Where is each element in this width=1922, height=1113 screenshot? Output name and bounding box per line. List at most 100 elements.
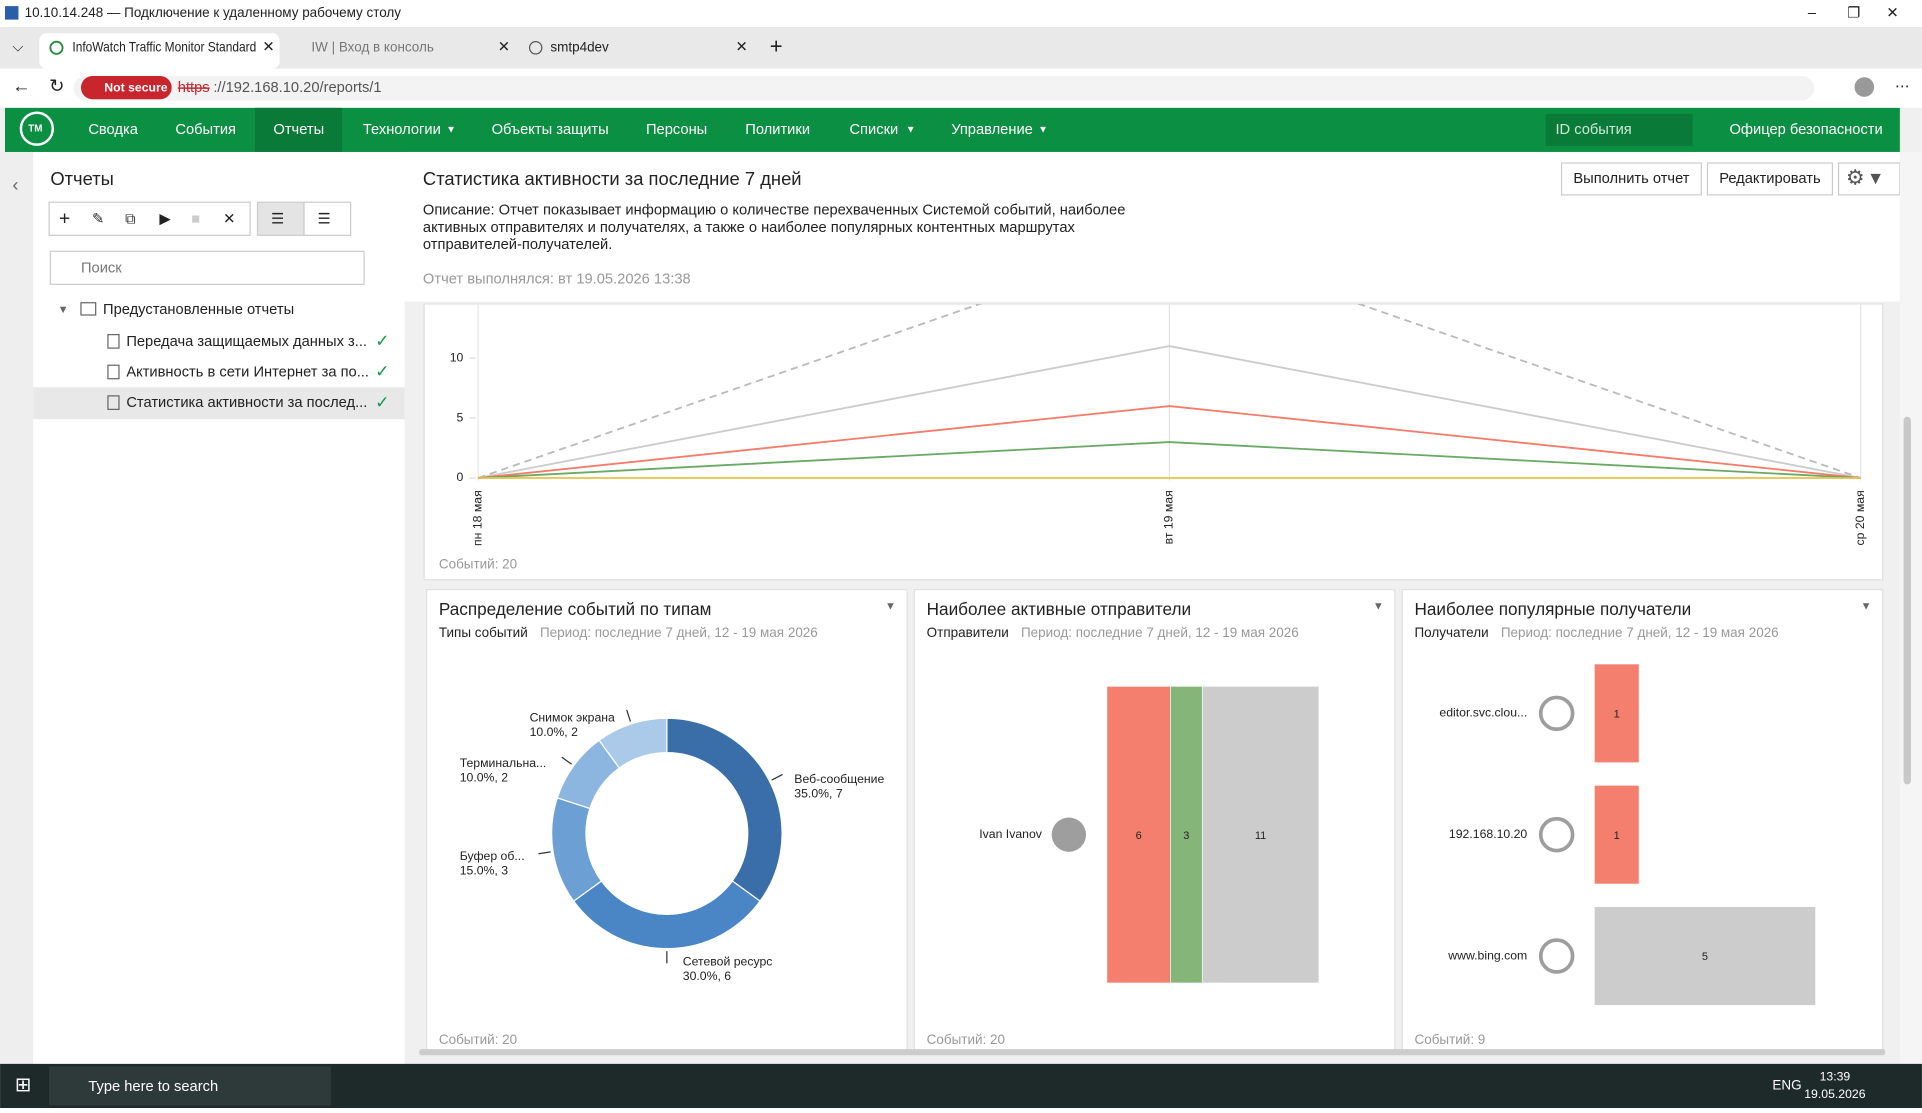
nav-item[interactable]: События [175,122,236,138]
card-menu[interactable]: ▼ [1861,601,1872,613]
globe [1538,816,1575,853]
logo-text: TM [28,123,42,134]
edit[interactable]: ✎ [92,211,104,227]
collapse-sidebar[interactable]: ‹ [12,174,18,195]
taskbar-search-text: Type here to search [88,1079,218,1095]
slice-label: Веб-сообщение [794,772,884,786]
tab-close[interactable]: ✕ [498,40,510,56]
slice-label: Снимок экрана [530,710,615,724]
not-secure-badge[interactable] [80,75,172,100]
recipient-name: 192.168.10.20 [1449,827,1528,841]
folder[interactable]: Предустановленные отчеты [103,302,294,318]
stop[interactable]: ■ [191,211,200,227]
leader [626,709,632,722]
nav-item[interactable]: Сводка [88,122,138,138]
globe [1538,695,1575,732]
line [477,405,1861,479]
lang[interactable]: ENG [1772,1078,1801,1093]
report-item[interactable]: Активность в сети Интернет за по... [126,364,369,380]
nav-caret: ▼ [1038,125,1048,136]
add[interactable]: + [59,208,70,230]
tab-active[interactable] [39,33,280,69]
selected-row [33,387,405,420]
nav-item[interactable]: Персоны [646,122,707,138]
menu[interactable]: ⋯ [1895,79,1910,95]
tab-title[interactable]: IW | Вход в консоль [311,39,433,54]
report-title: Статистика активности за последние 7 дне… [423,168,802,189]
slice-label: Сетевой ресурс [683,954,773,968]
card-period: Период: последние 7 дней, 12 - 19 мая 20… [540,625,818,640]
y-tick-label: 10 [450,350,464,364]
tab-close[interactable]: ✕ [735,40,747,56]
card-title: Наиболее популярные получатели [1414,599,1691,619]
close[interactable]: ✕ [1886,5,1898,21]
tab-icon [528,41,543,55]
rdp-icon [4,6,19,20]
nav-item[interactable]: Технологии [363,122,441,138]
reload[interactable]: ↻ [49,75,64,96]
nav-caret: ▼ [906,125,916,136]
restore[interactable]: ❐ [1847,5,1860,21]
event-id-search[interactable] [1545,113,1693,146]
sidebar-title: Отчеты [50,168,114,189]
tree-icon: ☰ [271,211,284,227]
tab-close[interactable]: ✕ [262,40,274,56]
sender-name: Ivan Ivanov [979,827,1043,841]
description: Описание: Отчет показывает информацию о … [423,203,1125,219]
slice-value: 10.0%, 2 [460,771,509,785]
taskbar-search[interactable] [49,1066,332,1106]
back[interactable]: ← [12,75,30,96]
edit-report[interactable] [1706,162,1834,196]
nav-item[interactable]: Списки [849,122,898,138]
delete[interactable]: ✕ [223,211,235,227]
nav-item[interactable]: Политики [745,122,810,138]
x-tick-label: ср 20 мая [1853,490,1867,545]
report-item[interactable]: Статистика активности за послед... [126,395,367,411]
copy[interactable]: ⧉ [125,211,136,227]
x-tick-label: вт 19 мая [1162,490,1176,544]
nav-item[interactable]: Объекты защиты [492,122,609,138]
profile[interactable] [1854,77,1875,97]
card-menu[interactable]: ▼ [885,601,896,613]
bar [1170,686,1203,984]
tab-title[interactable]: InfoWatch Traffic Monitor Standard [72,39,256,54]
donut-slice [598,717,668,769]
slice-label: Терминальна... [460,756,547,770]
slice-value: 35.0%, 7 [794,786,843,800]
bar [1201,686,1320,984]
new-tab[interactable]: + [770,34,783,59]
tab-title[interactable]: smtp4dev [550,39,609,54]
footer: Событий: 20 [927,1032,1005,1047]
line [478,441,1861,479]
card-menu[interactable]: ▼ [1373,601,1384,613]
nav-item[interactable]: Отчеты [273,122,324,138]
nav-item[interactable]: Управление [951,122,1033,138]
card-period: Период: последние 7 дней, 12 - 19 мая 20… [1021,625,1299,640]
card-title: Распределение событий по типам [439,599,712,619]
folder-toggle[interactable]: ▼ [58,304,69,316]
address-field[interactable] [73,75,1815,101]
user-menu[interactable]: Офицер безопасности [1729,122,1882,138]
leader [561,756,573,765]
tab-icon [49,40,64,55]
minimize[interactable]: – [1808,5,1817,21]
footer: Событий: 20 [439,1032,517,1047]
card-label: Отправители [927,625,1009,640]
v-scrollbar[interactable] [1903,416,1911,785]
tab-menu[interactable]: ⌵ [12,40,24,56]
settings[interactable] [1837,162,1901,196]
logo[interactable] [19,111,55,146]
description: отправителей-получателей. [423,237,612,253]
view-list[interactable] [303,201,352,236]
run[interactable]: ▶ [159,211,171,227]
sidebar-search[interactable] [49,250,365,285]
start[interactable]: ⊞ [15,1074,31,1096]
report-icon [107,395,120,410]
report-item[interactable]: Передача защищаемых данных з... [126,334,367,350]
donut-slice [666,717,783,903]
h-scrollbar[interactable] [419,1049,1886,1056]
run-report[interactable] [1560,162,1702,196]
card-label: Получатели [1414,625,1488,640]
slice-value: 15.0%, 3 [460,864,509,878]
